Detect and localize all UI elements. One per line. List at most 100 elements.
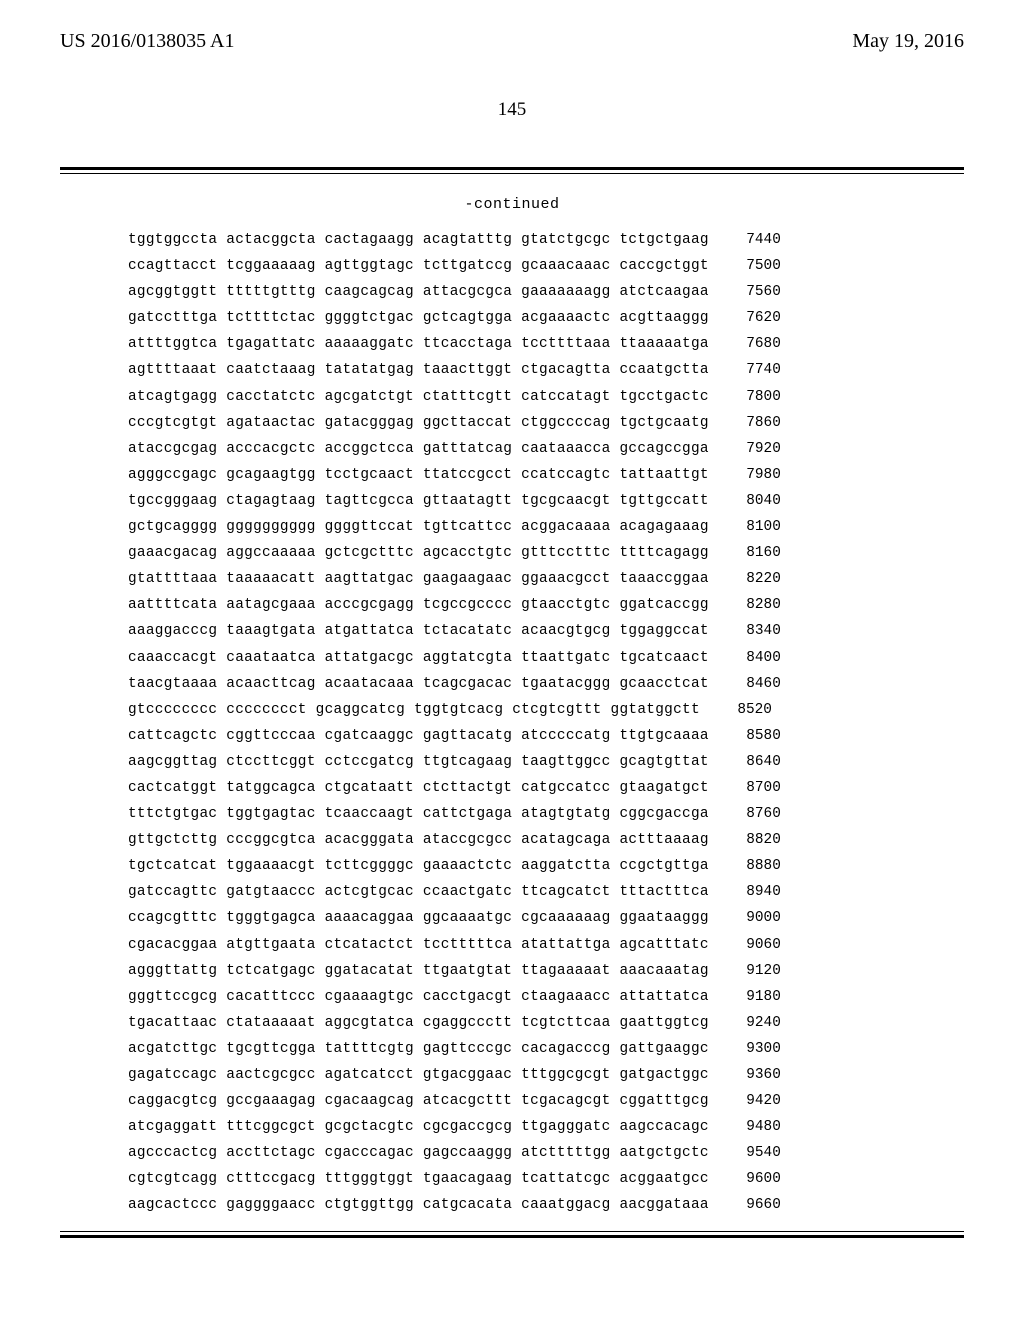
sequence-position: 7440 — [733, 233, 781, 247]
sequence-row: atcgaggatt tttcggcgct gcgctacgtc cgcgacc… — [128, 1120, 964, 1134]
sequence-row: ccagttacct tcggaaaaag agttggtagc tcttgat… — [128, 259, 964, 273]
sequence-groups: cgtcgtcagg ctttccgacg tttgggtggt tgaacag… — [128, 1172, 709, 1186]
sequence-row: tgctcatcat tggaaaacgt tcttcggggc gaaaact… — [128, 859, 964, 873]
sequence-groups: cactcatggt tatggcagca ctgcataatt ctcttac… — [128, 781, 709, 795]
sequence-position: 7680 — [733, 337, 781, 351]
sequence-position: 9360 — [733, 1068, 781, 1082]
sequence-row: gatccagttc gatgtaaccc actcgtgcac ccaactg… — [128, 885, 964, 899]
sequence-groups: ccagttacct tcggaaaaag agttggtagc tcttgat… — [128, 259, 709, 273]
sequence-row: tgccgggaag ctagagtaag tagttcgcca gttaata… — [128, 494, 964, 508]
sequence-position: 7800 — [733, 390, 781, 404]
sequence-row: caaaccacgt caaataatca attatgacgc aggtatc… — [128, 651, 964, 665]
sequence-row: gatcctttga tcttttctac ggggtctgac gctcagt… — [128, 311, 964, 325]
sequence-row: gttgctcttg cccggcgtca acacgggata ataccgc… — [128, 833, 964, 847]
sequence-row: atcagtgagg cacctatctc agcgatctgt ctatttc… — [128, 390, 964, 404]
sequence-row: aagcggttag ctccttcggt cctccgatcg ttgtcag… — [128, 755, 964, 769]
sequence-groups: gatcctttga tcttttctac ggggtctgac gctcagt… — [128, 311, 709, 325]
sequence-groups: tttctgtgac tggtgagtac tcaaccaagt cattctg… — [128, 807, 709, 821]
sequence-position: 8580 — [733, 729, 781, 743]
sequence-row: agggttattg tctcatgagc ggatacatat ttgaatg… — [128, 964, 964, 978]
sequence-listing: tggtggccta actacggcta cactagaagg acagtat… — [60, 233, 964, 1213]
sequence-groups: atcagtgagg cacctatctc agcgatctgt ctatttc… — [128, 390, 709, 404]
sequence-position: 8340 — [733, 624, 781, 638]
sequence-groups: gtattttaaa taaaaacatt aagttatgac gaagaag… — [128, 572, 709, 586]
sequence-position: 8820 — [733, 833, 781, 847]
page: US 2016/0138035 A1 May 19, 2016 145 -con… — [0, 0, 1024, 1320]
sequence-position: 9420 — [733, 1094, 781, 1108]
sequence-groups: aattttcata aatagcgaaa acccgcgagg tcgccgc… — [128, 598, 709, 612]
sequence-position: 8520 — [724, 703, 772, 717]
sequence-row: aagcactccc gaggggaacc ctgtggttgg catgcac… — [128, 1198, 964, 1212]
sequence-row: gtcccccccc cccccccct gcaggcatcg tggtgtca… — [128, 703, 964, 717]
sequence-groups: aagcactccc gaggggaacc ctgtggttgg catgcac… — [128, 1198, 709, 1212]
sequence-row: agcggtggtt tttttgtttg caagcagcag attacgc… — [128, 285, 964, 299]
sequence-position: 8220 — [733, 572, 781, 586]
sequence-groups: taacgtaaaa acaacttcag acaatacaaa tcagcga… — [128, 677, 709, 691]
sequence-position: 8100 — [733, 520, 781, 534]
sequence-groups: agggttattg tctcatgagc ggatacatat ttgaatg… — [128, 964, 709, 978]
sequence-row: cgacacggaa atgttgaata ctcatactct tcctttt… — [128, 938, 964, 952]
sequence-groups: gctgcagggg gggggggggg ggggttccat tgttcat… — [128, 520, 709, 534]
sequence-position: 7500 — [733, 259, 781, 273]
publication-number: US 2016/0138035 A1 — [60, 30, 234, 53]
sequence-row: aattttcata aatagcgaaa acccgcgagg tcgccgc… — [128, 598, 964, 612]
sequence-groups: tgctcatcat tggaaaacgt tcttcggggc gaaaact… — [128, 859, 709, 873]
sequence-groups: tggtggccta actacggcta cactagaagg acagtat… — [128, 233, 709, 247]
sequence-row: taacgtaaaa acaacttcag acaatacaaa tcagcga… — [128, 677, 964, 691]
sequence-groups: cattcagctc cggttcccaa cgatcaaggc gagttac… — [128, 729, 709, 743]
sequence-row: cactcatggt tatggcagca ctgcataatt ctcttac… — [128, 781, 964, 795]
sequence-row: ataccgcgag acccacgctc accggctcca gatttat… — [128, 442, 964, 456]
sequence-position: 8040 — [733, 494, 781, 508]
sequence-groups: acgatcttgc tgcgttcgga tattttcgtg gagttcc… — [128, 1042, 709, 1056]
sequence-position: 8880 — [733, 859, 781, 873]
sequence-groups: aagcggttag ctccttcggt cctccgatcg ttgtcag… — [128, 755, 709, 769]
sequence-groups: cgacacggaa atgttgaata ctcatactct tcctttt… — [128, 938, 709, 952]
sequence-position: 8280 — [733, 598, 781, 612]
sequence-groups: cccgtcgtgt agataactac gatacgggag ggcttac… — [128, 416, 709, 430]
sequence-groups: agggccgagc gcagaagtgg tcctgcaact ttatccg… — [128, 468, 709, 482]
sequence-groups: atcgaggatt tttcggcgct gcgctacgtc cgcgacc… — [128, 1120, 709, 1134]
sequence-row: agttttaaat caatctaaag tatatatgag taaactt… — [128, 363, 964, 377]
sequence-groups: caggacgtcg gccgaaagag cgacaagcag atcacgc… — [128, 1094, 709, 1108]
sequence-row: tggtggccta actacggcta cactagaagg acagtat… — [128, 233, 964, 247]
sequence-row: aaaggacccg taaagtgata atgattatca tctacat… — [128, 624, 964, 638]
sequence-row: agggccgagc gcagaagtgg tcctgcaact ttatccg… — [128, 468, 964, 482]
sequence-groups: agcggtggtt tttttgtttg caagcagcag attacgc… — [128, 285, 709, 299]
continued-label: -continued — [60, 196, 964, 213]
sequence-groups: agcccactcg accttctagc cgacccagac gagccaa… — [128, 1146, 709, 1160]
sequence-row: gaaacgacag aggccaaaaa gctcgctttc agcacct… — [128, 546, 964, 560]
sequence-position: 9660 — [733, 1198, 781, 1212]
sequence-row: cgtcgtcagg ctttccgacg tttgggtggt tgaacag… — [128, 1172, 964, 1186]
sequence-row: gggttccgcg cacatttccc cgaaaagtgc cacctga… — [128, 990, 964, 1004]
sequence-position: 9480 — [733, 1120, 781, 1134]
sequence-groups: tgccgggaag ctagagtaag tagttcgcca gttaata… — [128, 494, 709, 508]
sequence-position: 9060 — [733, 938, 781, 952]
sequence-row: ccagcgtttc tgggtgagca aaaacaggaa ggcaaaa… — [128, 911, 964, 925]
sequence-position: 9120 — [733, 964, 781, 978]
sequence-row: cattcagctc cggttcccaa cgatcaaggc gagttac… — [128, 729, 964, 743]
sequence-position: 9180 — [733, 990, 781, 1004]
sequence-position: 7560 — [733, 285, 781, 299]
sequence-position: 7740 — [733, 363, 781, 377]
sequence-groups: ataccgcgag acccacgctc accggctcca gatttat… — [128, 442, 709, 456]
sequence-row: tgacattaac ctataaaaat aggcgtatca cgaggcc… — [128, 1016, 964, 1030]
sequence-position: 9600 — [733, 1172, 781, 1186]
sequence-groups: caaaccacgt caaataatca attatgacgc aggtatc… — [128, 651, 709, 665]
rule-bottom — [60, 1231, 964, 1238]
sequence-row: cccgtcgtgt agataactac gatacgggag ggcttac… — [128, 416, 964, 430]
sequence-position: 7620 — [733, 311, 781, 325]
sequence-row: agcccactcg accttctagc cgacccagac gagccaa… — [128, 1146, 964, 1160]
sequence-position: 8700 — [733, 781, 781, 795]
sequence-position: 8640 — [733, 755, 781, 769]
sequence-position: 8400 — [733, 651, 781, 665]
sequence-position: 8940 — [733, 885, 781, 899]
page-number: 145 — [60, 99, 964, 121]
sequence-groups: gttgctcttg cccggcgtca acacgggata ataccgc… — [128, 833, 709, 847]
sequence-position: 7860 — [733, 416, 781, 430]
sequence-position: 9300 — [733, 1042, 781, 1056]
publication-date: May 19, 2016 — [852, 30, 964, 53]
sequence-groups: aaaggacccg taaagtgata atgattatca tctacat… — [128, 624, 709, 638]
sequence-position: 8160 — [733, 546, 781, 560]
rule-top — [60, 167, 964, 174]
sequence-row: attttggtca tgagattatc aaaaaggatc ttcacct… — [128, 337, 964, 351]
